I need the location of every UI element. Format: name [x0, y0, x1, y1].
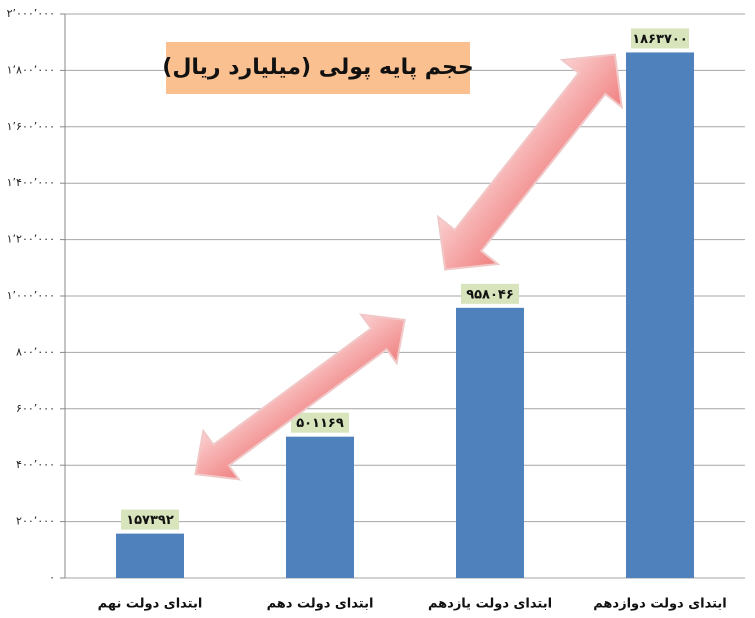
bar: [116, 533, 184, 578]
chart-title: حجم پایه پولی (میلیارد ریال): [162, 55, 473, 80]
bar: [626, 52, 694, 579]
value-label: ۱۸۶۳۷۰۰: [632, 32, 688, 47]
value-label: ۵۰۱۱۶۹: [296, 416, 344, 431]
y-tick-label: ۲٬۰۰۰٬۰۰۰: [7, 7, 55, 20]
title-box: [166, 42, 470, 94]
y-tick-label: ۸۰۰٬۰۰۰: [16, 345, 55, 358]
y-tick-label: ۲۰۰٬۰۰۰: [16, 515, 55, 528]
y-tick-label: ۱٬۶۰۰٬۰۰۰: [7, 120, 55, 133]
bar: [286, 436, 354, 578]
y-tick-label: ۱٬۲۰۰٬۰۰۰: [7, 233, 55, 246]
double-arrow: [194, 313, 406, 481]
value-label: ۹۵۸۰۴۶: [466, 287, 514, 302]
value-label-box: [291, 412, 349, 433]
y-tick-label: ۱٬۰۰۰٬۰۰۰: [7, 289, 55, 302]
x-tick-label: ابتدای دولت دوازدهم: [593, 597, 727, 612]
y-tick-label: ۴۰۰٬۰۰۰: [16, 458, 55, 471]
value-label: ۱۵۷۳۹۲: [126, 513, 174, 528]
x-tick-label: ابتدای دولت دهم: [267, 597, 374, 612]
y-tick-label: ۱٬۴۰۰٬۰۰۰: [7, 176, 55, 189]
plot-area: ۰ ۲۰۰٬۰۰۰ ۴۰۰٬۰۰۰ ۶۰۰٬۰۰۰ ۸۰۰٬۰۰۰ ۱٬۰۰۰٬۰۰۰ ۱٬…: [7, 7, 745, 612]
x-tick-label: ابتدای دولت نهم: [98, 597, 203, 612]
value-label-box: [461, 283, 519, 304]
annotations: حجم پایه پولی (میلیارد ریال): [162, 42, 624, 481]
value-label-box: [631, 28, 689, 49]
y-tick-label: ۱٬۸۰۰٬۰۰۰: [7, 63, 55, 76]
bar: [456, 307, 524, 578]
double-arrow: [436, 53, 624, 271]
y-tick-label: ۶۰۰٬۰۰۰: [16, 402, 55, 415]
x-tick-label: ابتدای دولت یازدهم: [428, 597, 552, 612]
y-tick-label: ۰: [49, 571, 55, 584]
value-label-box: [121, 509, 179, 530]
